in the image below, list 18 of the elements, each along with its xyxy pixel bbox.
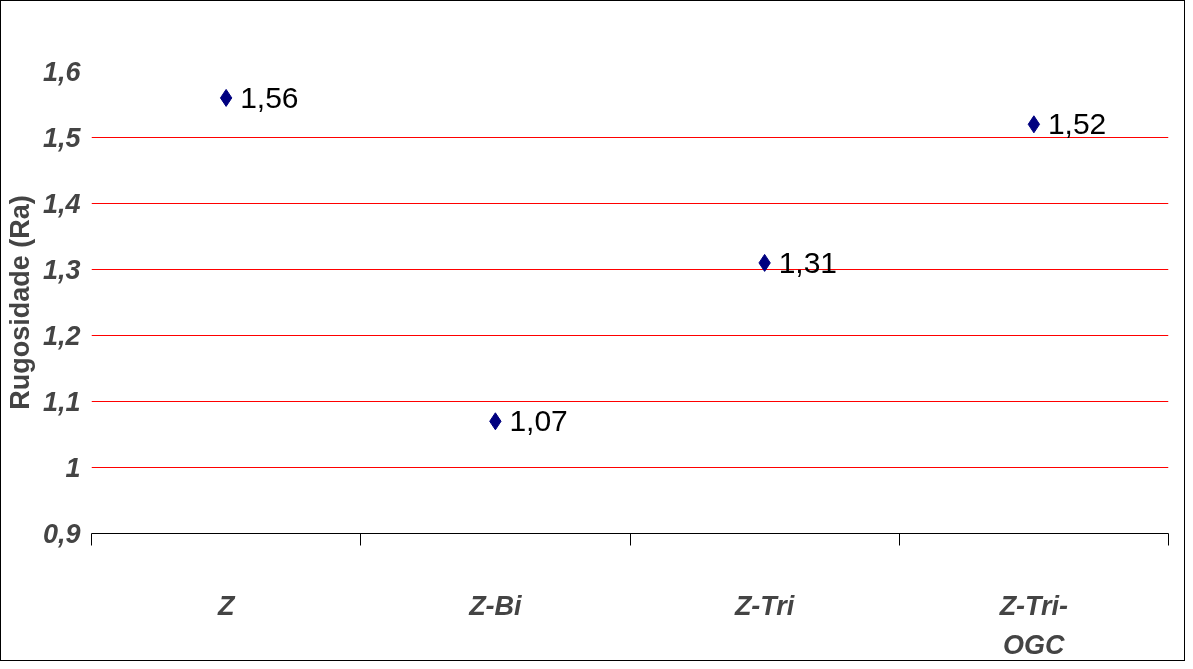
x-tick-label: Z	[216, 590, 236, 621]
y-tick-label: 1,1	[42, 387, 81, 417]
y-tick-label: 1,6	[42, 57, 82, 87]
data-label: 1,56	[240, 80, 299, 114]
point	[219, 88, 233, 107]
y-tick-label: 0,9	[42, 519, 81, 549]
data-label: 1,07	[509, 404, 568, 438]
point	[1027, 115, 1041, 134]
data-label: 1,52	[1047, 107, 1107, 141]
y-tick-label: 1	[65, 453, 81, 483]
y-tick-label: 1,3	[42, 255, 81, 285]
x-tick-label: Z-Tri-OGC	[998, 590, 1069, 660]
y-tick-label: 1,2	[42, 321, 81, 351]
x-tick-label: Z-Tri	[733, 590, 795, 621]
x-tick-label: Z-Bi	[468, 590, 523, 621]
y-tick-label: 1,5	[42, 123, 82, 153]
y-tick-label: 1,4	[42, 189, 81, 219]
y-axis-title: Rugosidade (Ra)	[4, 195, 35, 410]
